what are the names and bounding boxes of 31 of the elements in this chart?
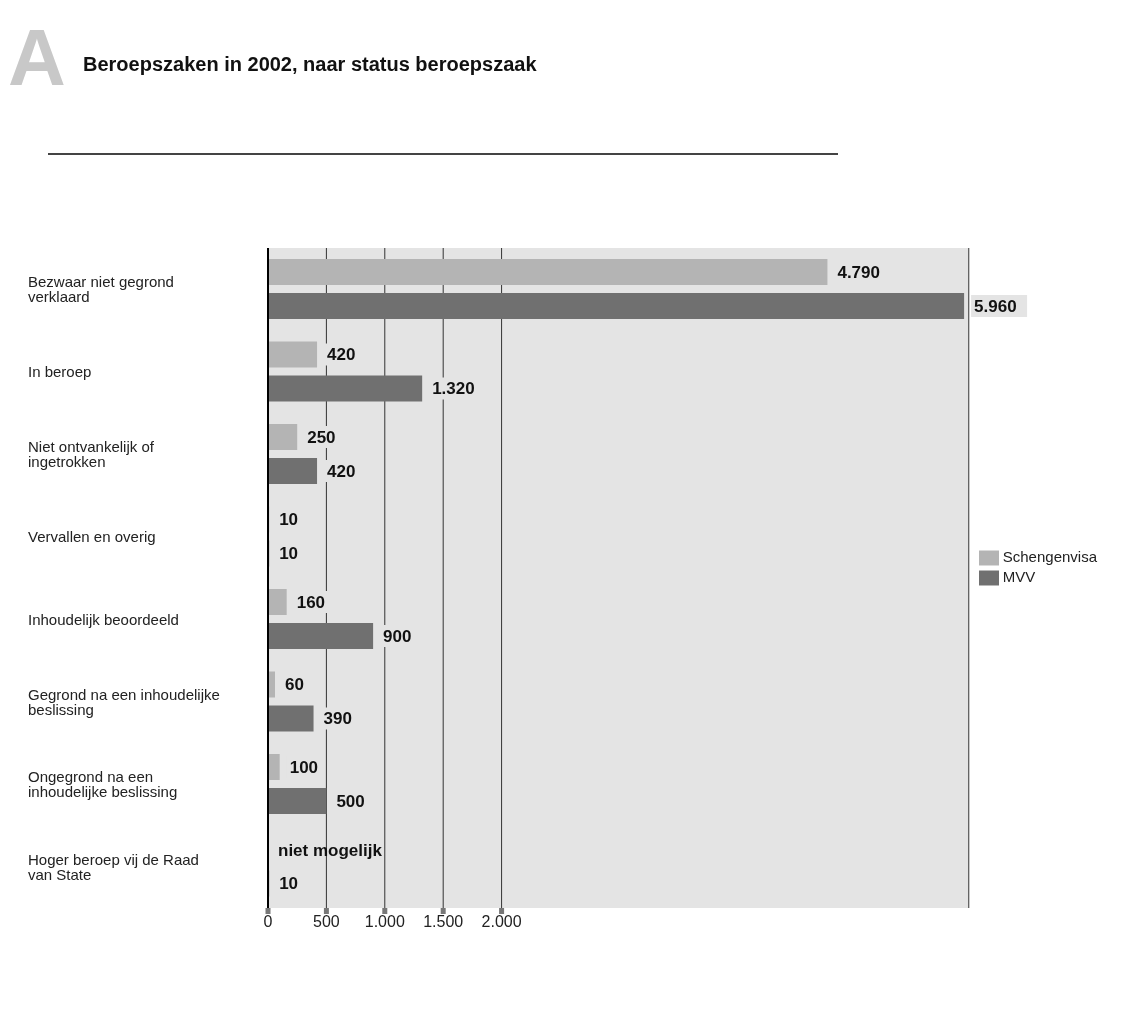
data-label: 60 — [285, 675, 304, 695]
y-tick-label: Ongegrond na een inhoudelijke beslissing — [28, 768, 178, 801]
y-tick-label: Gegrond na een inhoudelijke beslissing — [28, 685, 220, 718]
data-label: 4.790 — [837, 262, 880, 282]
y-tick-label: In beroep — [28, 363, 92, 381]
data-label: 500 — [336, 791, 365, 811]
x-tick-label: 1.500 — [423, 913, 464, 931]
data-label: 160 — [296, 592, 326, 612]
y-tick-label: Vervallen en overig — [28, 528, 156, 546]
data-label: 420 — [327, 461, 356, 481]
x-tick-label: 1.000 — [364, 913, 405, 931]
y-tick-label: Bezwaar niet gegrond verklaard — [28, 273, 174, 306]
x-tick-label: 2.000 — [481, 913, 522, 931]
data-label: 10 — [279, 544, 299, 564]
data-label: 5.960 — [974, 296, 1017, 316]
legend-label: Schengenvisa — [1002, 547, 1097, 565]
x-tick-label: 0 — [263, 913, 273, 931]
data-label: 100 — [289, 757, 319, 777]
data-label: 250 — [307, 427, 336, 447]
x-tick-label: 500 — [313, 913, 340, 931]
data-label: 10 — [279, 510, 299, 530]
data-label: 10 — [279, 874, 299, 894]
y-tick-label: Niet ontvankelijk of ingetrokken — [28, 438, 155, 471]
data-label: 900 — [383, 626, 412, 646]
y-tick-label: Inhoudelijk beoordeeld — [28, 610, 179, 628]
y-tick-label: Hoger beroep vij de Raad van State — [28, 850, 199, 883]
data-label: 420 — [327, 345, 356, 365]
chart-title: Beroepszaken in 2002, naar status beroepszaak — [83, 53, 537, 76]
data-label: 1.320 — [432, 379, 475, 399]
data-label: 390 — [323, 709, 352, 729]
legend-label: MVV — [1002, 568, 1036, 585]
